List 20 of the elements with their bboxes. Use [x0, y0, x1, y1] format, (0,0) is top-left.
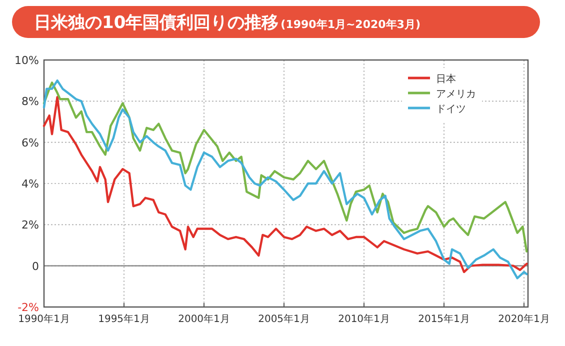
chart-title: 日米独の10年国債利回りの推移	[34, 13, 279, 33]
y-tick-label: 0	[32, 260, 39, 273]
x-tick-label: 2015年1月	[418, 313, 470, 325]
x-tick-label: 1990年1月	[18, 313, 70, 325]
legend-label: ドイツ	[436, 104, 466, 115]
x-tick-label: 2000年1月	[178, 313, 230, 325]
y-tick-label: 4%	[22, 178, 39, 190]
y-tick-label: 10%	[14, 54, 39, 67]
y-tick-label: 8%	[22, 95, 39, 108]
y-tick-label: 6%	[22, 136, 39, 150]
chart-subtitle: (1990年1月~2020年3月)	[280, 18, 420, 31]
y-tick-label: -2%	[18, 301, 39, 314]
title-banner: 日米独の10年国債利回りの推移(1990年1月~2020年3月)	[12, 6, 540, 38]
x-tick-label: 2005年1月	[258, 313, 310, 325]
legend-label: アメリカ	[436, 89, 476, 100]
y-tick-label: 2%	[22, 218, 39, 232]
x-tick-label: 2010年1月	[338, 313, 390, 325]
x-tick-label: 1995年1月	[98, 313, 150, 325]
legend-label: 日本	[436, 73, 456, 85]
x-tick-label: 2020年1月	[498, 313, 550, 325]
